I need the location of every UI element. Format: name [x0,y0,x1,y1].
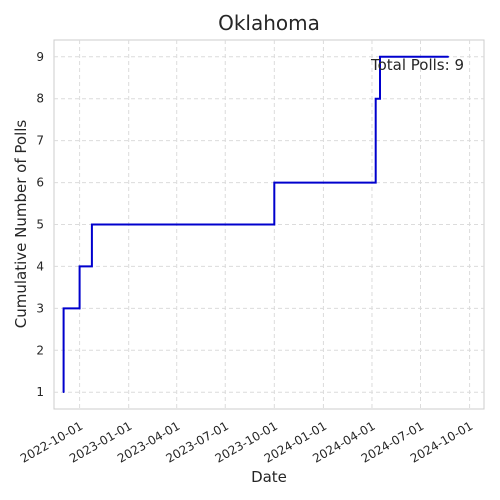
series-layer [62,55,450,394]
y-tick-label: 1 [36,385,44,399]
data-point [62,391,65,394]
y-tick-label: 7 [36,134,44,148]
data-point [91,223,93,226]
x-tick-labels: 2022-10-012023-01-012023-04-012023-07-01… [18,419,475,466]
y-axis-label: Cumulative Number of Polls [12,120,30,329]
data-point [273,181,276,184]
data-point [374,97,377,100]
total-polls-annotation: Total Polls: 9 [370,56,464,74]
data-point [78,265,81,268]
y-tick-label: 5 [36,218,44,232]
y-tick-label: 4 [36,259,44,273]
chart-title: Oklahoma [218,11,320,35]
y-tick-label: 3 [36,301,44,315]
data-point [379,55,381,58]
y-tick-label: 8 [36,92,44,106]
y-tick-labels: 1 2 3 4 5 6 7 8 9 [36,50,44,399]
data-point [62,307,65,310]
y-tick-label: 2 [36,343,44,357]
x-axis-label: Date [251,468,287,486]
y-tick-label: 9 [36,50,44,64]
data-point [447,55,450,58]
series-line [62,55,449,393]
y-tick-label: 6 [36,176,44,190]
